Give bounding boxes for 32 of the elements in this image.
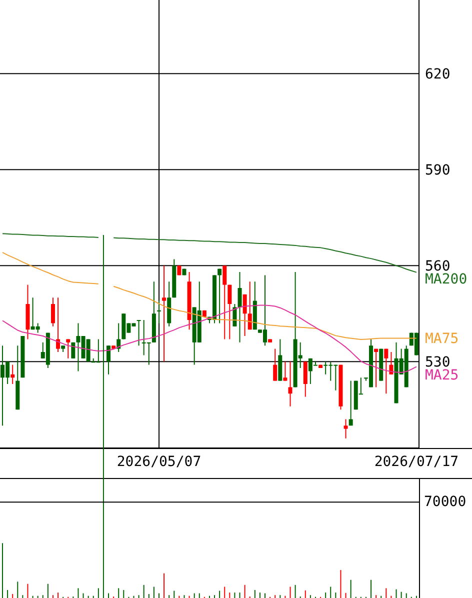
y-tick-label: 590 <box>425 162 450 179</box>
candlestick <box>303 361 308 398</box>
candlestick <box>50 297 55 327</box>
candlestick <box>344 418 348 439</box>
candlestick <box>283 361 288 382</box>
series-label: MA25 <box>425 368 459 384</box>
candlestick <box>66 338 70 359</box>
candlestick <box>248 281 252 330</box>
candlestick <box>242 294 247 336</box>
candlestick <box>162 265 166 362</box>
candlestick <box>56 297 60 352</box>
candlestick <box>273 348 278 382</box>
x-tick-label: 2026/05/07 <box>116 454 202 470</box>
candlestick <box>222 265 227 340</box>
candlestick <box>136 320 141 346</box>
candlestick <box>106 345 111 375</box>
candlestick <box>348 380 353 426</box>
series-label: MA200 <box>425 272 468 288</box>
candlestick <box>116 322 121 352</box>
candlestick <box>238 272 242 343</box>
text: 70000 <box>424 494 466 510</box>
candlestick <box>10 364 15 384</box>
candlestick <box>156 300 161 324</box>
x-tick-label: 2026/07/17 <box>374 454 459 470</box>
series-label: MA75 <box>425 331 459 348</box>
candlestick <box>384 348 388 394</box>
candlestick <box>374 348 378 388</box>
candlestick <box>228 284 232 340</box>
candlestick <box>218 268 222 324</box>
candlestick <box>232 304 237 327</box>
y-tick-label: 620 <box>425 66 450 83</box>
candlestick <box>288 361 292 407</box>
